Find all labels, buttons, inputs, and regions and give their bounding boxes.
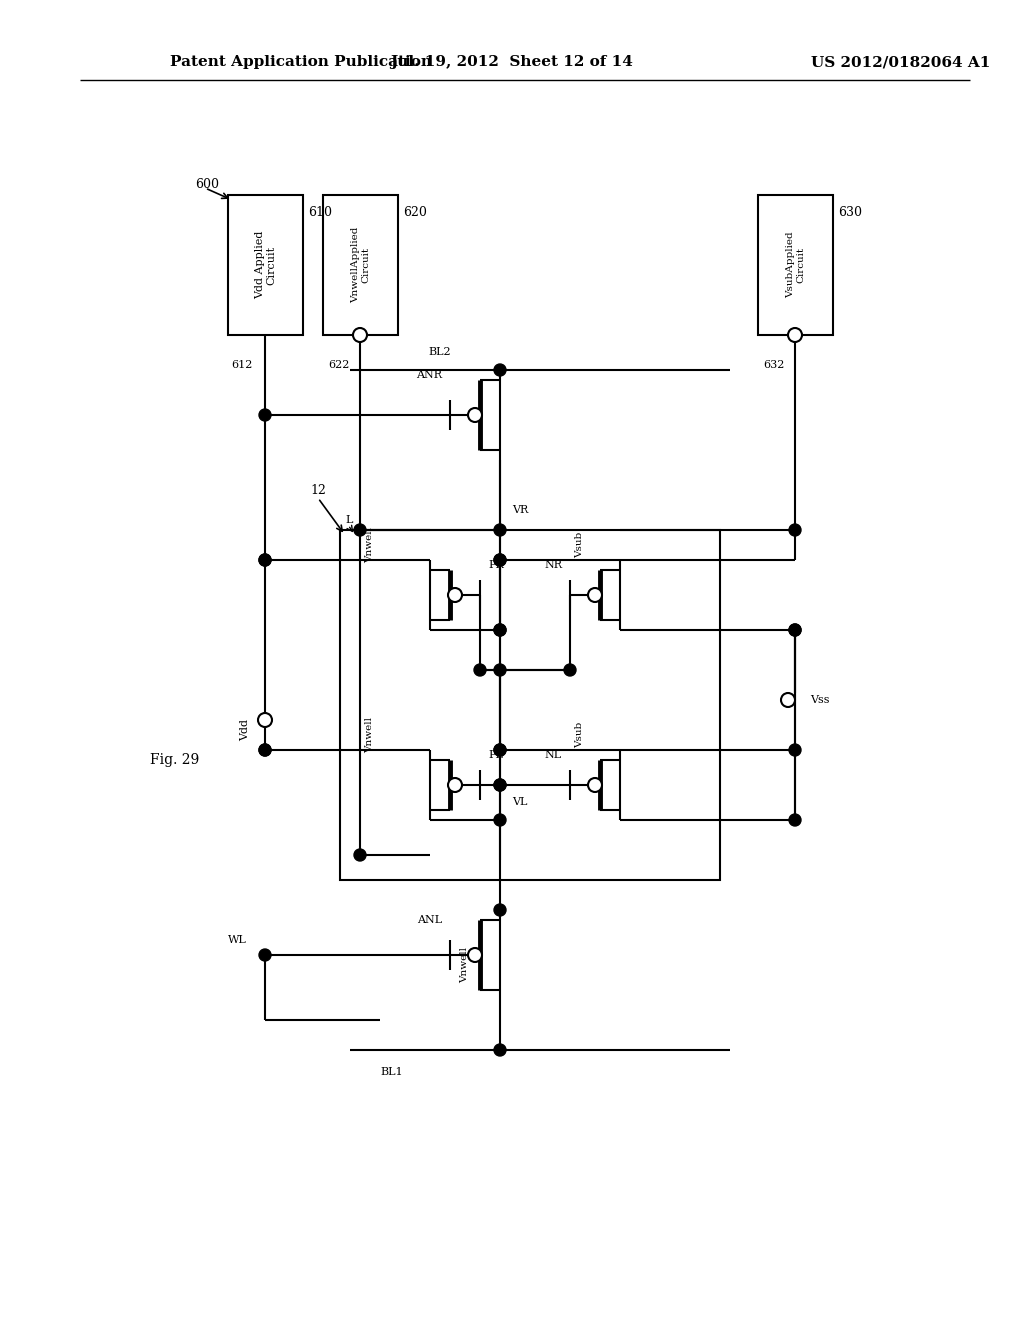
Circle shape xyxy=(258,713,272,727)
Text: US 2012/0182064 A1: US 2012/0182064 A1 xyxy=(811,55,990,69)
Bar xyxy=(323,195,398,335)
Circle shape xyxy=(494,624,506,636)
Circle shape xyxy=(259,554,271,566)
Text: VR: VR xyxy=(512,506,528,515)
Text: ANL: ANL xyxy=(417,915,442,925)
Circle shape xyxy=(588,587,602,602)
Circle shape xyxy=(790,624,801,636)
Text: NR: NR xyxy=(544,560,562,570)
Circle shape xyxy=(494,664,506,676)
Circle shape xyxy=(790,524,801,536)
Text: 622: 622 xyxy=(329,360,350,370)
Circle shape xyxy=(788,327,802,342)
Text: 12: 12 xyxy=(310,483,326,496)
Circle shape xyxy=(259,554,271,566)
Circle shape xyxy=(494,814,506,826)
Circle shape xyxy=(259,744,271,756)
Bar xyxy=(228,195,303,335)
Text: VnwellApplied
Circuit: VnwellApplied Circuit xyxy=(351,227,371,304)
Circle shape xyxy=(781,693,795,708)
Circle shape xyxy=(790,814,801,826)
Circle shape xyxy=(474,664,486,676)
Text: 620: 620 xyxy=(403,206,427,219)
Bar xyxy=(758,195,833,335)
Circle shape xyxy=(790,744,801,756)
Text: VsubApplied
Circuit: VsubApplied Circuit xyxy=(785,232,805,298)
Circle shape xyxy=(494,779,506,791)
Text: 630: 630 xyxy=(838,206,862,219)
Circle shape xyxy=(449,587,462,602)
Text: Vsub: Vsub xyxy=(575,532,584,558)
Circle shape xyxy=(494,524,506,536)
Circle shape xyxy=(790,624,801,636)
Text: Vsub: Vsub xyxy=(575,722,584,748)
Circle shape xyxy=(494,779,506,791)
Circle shape xyxy=(259,409,271,421)
Text: PL: PL xyxy=(488,750,503,760)
Bar xyxy=(340,531,720,880)
Circle shape xyxy=(494,624,506,636)
Text: Vss: Vss xyxy=(810,696,829,705)
Circle shape xyxy=(564,664,575,676)
Circle shape xyxy=(588,777,602,792)
Circle shape xyxy=(494,904,506,916)
Circle shape xyxy=(494,1044,506,1056)
Text: Patent Application Publication: Patent Application Publication xyxy=(170,55,432,69)
Text: BL2: BL2 xyxy=(428,347,451,356)
Text: ANR: ANR xyxy=(416,370,442,380)
Text: 612: 612 xyxy=(231,360,253,370)
Circle shape xyxy=(494,554,506,566)
Text: NL: NL xyxy=(545,750,562,760)
Circle shape xyxy=(354,524,366,536)
Text: PR: PR xyxy=(488,560,504,570)
Circle shape xyxy=(494,554,506,566)
Text: Fig. 29: Fig. 29 xyxy=(150,752,200,767)
Circle shape xyxy=(494,744,506,756)
Circle shape xyxy=(354,849,366,861)
Text: 632: 632 xyxy=(764,360,785,370)
Circle shape xyxy=(468,408,482,422)
Text: Vdd Applied
Circuit: Vdd Applied Circuit xyxy=(255,231,276,300)
Text: BL1: BL1 xyxy=(380,1067,402,1077)
Text: Jul. 19, 2012  Sheet 12 of 14: Jul. 19, 2012 Sheet 12 of 14 xyxy=(390,55,634,69)
Text: VL: VL xyxy=(512,797,527,807)
Text: WL: WL xyxy=(228,935,247,945)
Text: 600: 600 xyxy=(195,178,219,191)
Circle shape xyxy=(259,744,271,756)
Text: L: L xyxy=(345,515,352,525)
Circle shape xyxy=(449,777,462,792)
Circle shape xyxy=(353,327,367,342)
Circle shape xyxy=(494,364,506,376)
Text: Vnwell: Vnwell xyxy=(365,717,374,752)
Text: Vdd: Vdd xyxy=(240,719,250,741)
Text: Vnwell: Vnwell xyxy=(460,946,469,983)
Circle shape xyxy=(468,948,482,962)
Text: 610: 610 xyxy=(308,206,332,219)
Text: Vnwell: Vnwell xyxy=(365,527,374,564)
Circle shape xyxy=(494,744,506,756)
Circle shape xyxy=(259,949,271,961)
